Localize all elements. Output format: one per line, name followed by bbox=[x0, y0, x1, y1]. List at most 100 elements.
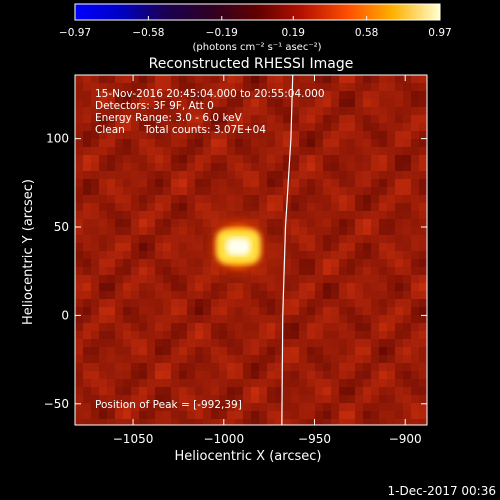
texture-cell bbox=[347, 155, 355, 163]
texture-cell bbox=[179, 347, 187, 355]
peak-center bbox=[226, 237, 251, 256]
texture-cell bbox=[227, 315, 235, 323]
texture-cell bbox=[347, 123, 355, 131]
texture-cell bbox=[363, 363, 371, 371]
texture-cell bbox=[299, 147, 307, 155]
texture-cell bbox=[323, 163, 331, 171]
texture-cell bbox=[115, 131, 123, 139]
texture-cell bbox=[243, 91, 251, 99]
texture-cell bbox=[243, 419, 251, 425]
texture-cell bbox=[299, 115, 307, 123]
texture-cell bbox=[115, 179, 123, 187]
texture-cell bbox=[419, 179, 427, 187]
texture-cell bbox=[235, 99, 243, 107]
texture-cell bbox=[387, 243, 395, 251]
texture-cell bbox=[75, 251, 83, 259]
texture-cell bbox=[403, 307, 411, 315]
texture-cell bbox=[211, 395, 219, 403]
texture-cell bbox=[387, 259, 395, 267]
texture-cell bbox=[267, 307, 275, 315]
texture-cell bbox=[211, 107, 219, 115]
texture-cell bbox=[171, 379, 179, 387]
texture-cell bbox=[363, 163, 371, 171]
texture-cell bbox=[227, 139, 235, 147]
texture-cell bbox=[379, 371, 387, 379]
texture-cell bbox=[275, 363, 283, 371]
texture-cell bbox=[363, 235, 371, 243]
texture-cell bbox=[363, 179, 371, 187]
texture-cell bbox=[163, 291, 171, 299]
texture-cell bbox=[171, 291, 179, 299]
texture-cell bbox=[395, 99, 403, 107]
texture-cell bbox=[283, 131, 291, 139]
texture-cell bbox=[363, 83, 371, 91]
texture-cell bbox=[147, 379, 155, 387]
texture-cell bbox=[323, 115, 331, 123]
texture-cell bbox=[187, 315, 195, 323]
texture-cell bbox=[243, 371, 251, 379]
texture-cell bbox=[315, 243, 323, 251]
texture-cell bbox=[187, 363, 195, 371]
texture-cell bbox=[83, 315, 91, 323]
texture-cell bbox=[187, 75, 195, 83]
texture-cell bbox=[147, 251, 155, 259]
texture-cell bbox=[411, 315, 419, 323]
colorbar-ticks: −0.97 −0.58 −0.19 0.19 0.58 0.97 bbox=[59, 16, 452, 39]
texture-cell bbox=[395, 203, 403, 211]
texture-cell bbox=[91, 315, 99, 323]
texture-cell bbox=[315, 147, 323, 155]
x-tick-label: −900 bbox=[389, 432, 422, 446]
texture-cell bbox=[339, 163, 347, 171]
texture-cell bbox=[395, 259, 403, 267]
texture-cell bbox=[331, 259, 339, 267]
texture-cell bbox=[123, 259, 131, 267]
texture-cell bbox=[195, 403, 203, 411]
texture-cell bbox=[331, 75, 339, 83]
texture-cell bbox=[155, 147, 163, 155]
texture-cell bbox=[75, 131, 83, 139]
texture-cell bbox=[419, 163, 427, 171]
texture-cell bbox=[355, 115, 363, 123]
texture-cell bbox=[403, 179, 411, 187]
texture-cell bbox=[355, 259, 363, 267]
texture-cell bbox=[227, 163, 235, 171]
texture-cell bbox=[171, 155, 179, 163]
texture-cell bbox=[211, 155, 219, 163]
texture-cell bbox=[227, 83, 235, 91]
texture-cell bbox=[147, 419, 155, 425]
texture-cell bbox=[203, 331, 211, 339]
texture-cell bbox=[339, 179, 347, 187]
texture-cell bbox=[347, 419, 355, 425]
texture-cell bbox=[123, 155, 131, 163]
texture-cell bbox=[123, 171, 131, 179]
texture-cell bbox=[99, 99, 107, 107]
texture-cell bbox=[243, 411, 251, 419]
texture-cell bbox=[363, 387, 371, 395]
texture-cell bbox=[411, 275, 419, 283]
texture-cell bbox=[235, 403, 243, 411]
texture-cell bbox=[379, 227, 387, 235]
texture-cell bbox=[395, 339, 403, 347]
texture-cell bbox=[395, 211, 403, 219]
texture-cell bbox=[171, 99, 179, 107]
texture-cell bbox=[123, 75, 131, 83]
texture-cell bbox=[131, 171, 139, 179]
texture-cell bbox=[411, 171, 419, 179]
texture-cell bbox=[299, 403, 307, 411]
texture-cell bbox=[187, 115, 195, 123]
texture-cell bbox=[75, 363, 83, 371]
texture-cell bbox=[379, 83, 387, 91]
texture-cell bbox=[275, 91, 283, 99]
texture-cell bbox=[219, 315, 227, 323]
texture-cell bbox=[147, 227, 155, 235]
texture-cell bbox=[123, 363, 131, 371]
texture-cell bbox=[219, 419, 227, 425]
texture-cell bbox=[379, 291, 387, 299]
texture-cell bbox=[299, 99, 307, 107]
texture-cell bbox=[227, 131, 235, 139]
texture-cell bbox=[107, 403, 115, 411]
texture-cell bbox=[155, 283, 163, 291]
texture-cell bbox=[203, 139, 211, 147]
texture-cell bbox=[219, 123, 227, 131]
texture-cell bbox=[115, 355, 123, 363]
